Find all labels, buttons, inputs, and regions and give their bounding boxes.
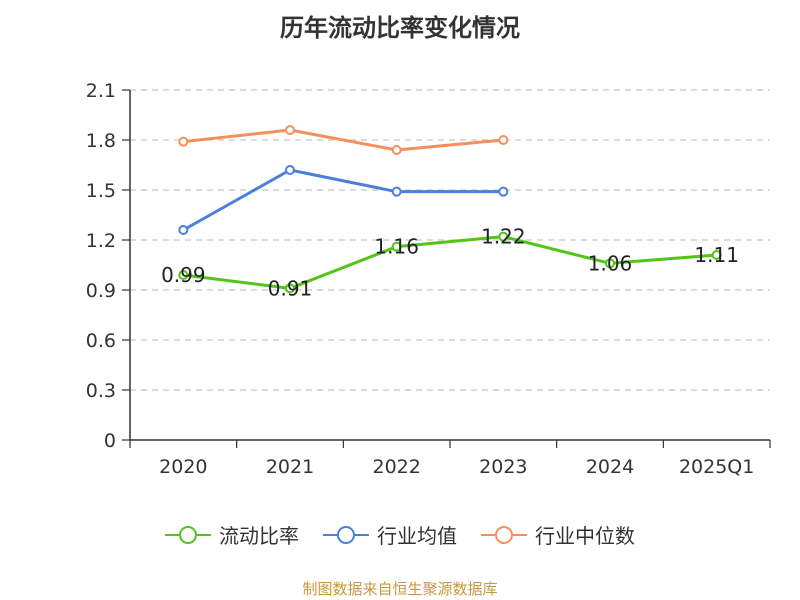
x-tick-label: 2024 <box>586 456 634 478</box>
chart-title: 历年流动比率变化情况 <box>280 14 520 42</box>
legend-item[interactable]: 行业中位数 <box>481 520 635 549</box>
legend-swatch <box>165 525 211 544</box>
legend-label: 行业均值 <box>377 524 457 548</box>
y-tick-label: 1.2 <box>86 230 116 252</box>
data-point <box>711 250 722 260</box>
data-point <box>178 136 189 147</box>
data-point <box>498 231 509 242</box>
y-tick-label: 1.8 <box>86 130 116 152</box>
data-label: 0.91 <box>268 276 313 300</box>
data-label: 0.99 <box>161 263 206 287</box>
legend-swatch-marker <box>179 525 197 544</box>
data-point <box>285 125 295 135</box>
data-label: 1.11 <box>694 243 739 267</box>
y-tick-label: 0.6 <box>86 330 116 352</box>
y-tick-label: 2.1 <box>86 80 116 102</box>
data-labels: 0.99 0.91 1.16 1.22 1.06 1.11 <box>161 225 739 301</box>
y-tick-label: 0 <box>104 430 116 452</box>
data-point <box>178 270 189 280</box>
y-tick-label: 1.5 <box>86 180 116 202</box>
data-label: 1.16 <box>374 235 419 259</box>
y-tick-label: 0.3 <box>86 380 116 402</box>
y-tick-label: 0.9 <box>86 280 116 302</box>
data-label: 1.06 <box>588 251 633 275</box>
x-tick-label: 2022 <box>372 456 420 478</box>
source-note: 制图数据来自恒生聚源数据库 <box>302 580 498 598</box>
series-lines <box>178 125 722 294</box>
legend-item[interactable]: 流动比率 <box>165 520 299 549</box>
data-point <box>391 145 402 155</box>
legend-swatch <box>323 525 369 544</box>
legend-label: 行业中位数 <box>535 524 635 548</box>
data-point <box>391 241 402 252</box>
series-line-2 <box>183 128 504 152</box>
data-point <box>605 258 615 269</box>
series-line-1 <box>182 168 504 232</box>
x-tick-label: 2025Q1 <box>679 456 754 478</box>
gridlines <box>130 89 770 391</box>
legend-swatch-marker <box>495 525 513 544</box>
series-line-0 <box>183 235 717 290</box>
legend-item[interactable]: 行业均值 <box>323 520 457 549</box>
axes: 0 0.3 0.6 0.9 1.2 1.5 1.8 2.1 2020 2021 2022 2023 20… <box>86 80 771 478</box>
legend-swatch-marker <box>337 525 355 544</box>
data-point <box>498 186 509 197</box>
data-label: 1.22 <box>481 225 526 249</box>
x-tick-label: 2021 <box>266 456 314 478</box>
legend-swatch <box>481 525 527 544</box>
data-point <box>498 135 509 145</box>
data-point <box>285 165 295 175</box>
data-point <box>178 225 189 235</box>
legend: 流动比率 行业均值 行业中位数 <box>0 520 800 549</box>
data-point <box>391 186 402 197</box>
legend-label: 流动比率 <box>219 524 299 548</box>
data-point <box>285 283 295 294</box>
x-tick-label: 2023 <box>479 456 527 478</box>
x-tick-label: 2020 <box>159 456 207 478</box>
